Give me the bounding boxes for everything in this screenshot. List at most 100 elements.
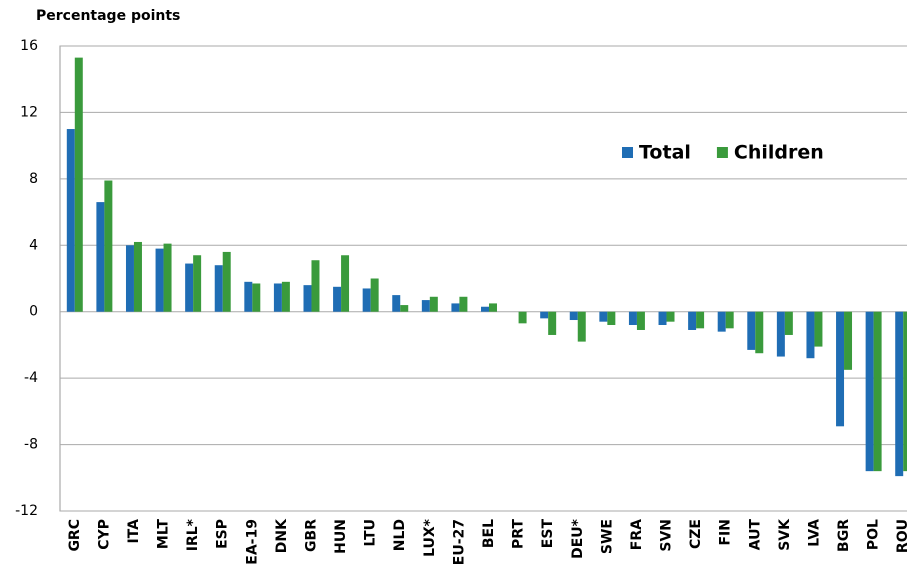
bar: [717, 311, 726, 332]
bar: [658, 311, 667, 325]
bar: [489, 303, 497, 312]
x-tick-label: GRC: [67, 519, 83, 552]
y-tick-label: 8: [29, 171, 38, 187]
bar: [865, 311, 874, 472]
bar: [155, 248, 164, 312]
bar: [836, 311, 845, 427]
bar: [628, 311, 637, 325]
x-tick-label: FRA: [629, 519, 645, 550]
x-tick-label: BEL: [481, 519, 497, 548]
x-tick-label: ESP: [215, 519, 231, 549]
x-tick-label: BGR: [836, 519, 852, 552]
x-tick-label: CYP: [96, 519, 112, 550]
x-tick-label: LTU: [363, 519, 379, 547]
x-tick-label: SVN: [659, 519, 675, 552]
bar: [333, 286, 342, 312]
x-tick-label: AUT: [747, 519, 763, 551]
x-tick-label: NLD: [392, 519, 408, 551]
bar: [784, 311, 793, 335]
bar: [873, 311, 882, 472]
bar: [341, 255, 350, 312]
bar: [725, 311, 734, 329]
y-tick-label: 16: [20, 38, 38, 54]
bar: [459, 296, 468, 312]
bar: [222, 251, 231, 312]
x-tick-label: CZE: [688, 519, 704, 549]
y-axis-label: Percentage points: [36, 8, 180, 24]
x-tick-label: EU-27: [451, 519, 467, 565]
bar: [806, 311, 815, 359]
bar: [303, 285, 312, 312]
y-tick-label: -8: [24, 437, 38, 453]
y-tick-label: -4: [24, 370, 38, 386]
bar: [548, 311, 557, 335]
bar: [451, 303, 460, 312]
bar: [125, 245, 134, 312]
bar: [281, 281, 290, 312]
bar: [66, 129, 75, 312]
bar: [392, 295, 401, 312]
bar: [104, 180, 113, 312]
x-tick-label: GBR: [303, 519, 319, 552]
x-tick-label: IRL*: [185, 518, 201, 551]
bar: [540, 311, 549, 319]
legend-label: Children: [734, 142, 824, 164]
bar: [607, 311, 616, 325]
bar: [252, 283, 261, 312]
x-tick-label: DNK: [274, 518, 290, 553]
bar: [163, 243, 172, 312]
bar: [185, 263, 194, 312]
legend-swatch: [622, 147, 633, 158]
x-tick-label: EST: [540, 519, 556, 549]
bar: [133, 241, 142, 312]
bar: [903, 311, 907, 472]
bar: [776, 311, 785, 357]
bar: [599, 311, 608, 322]
bar: [666, 311, 675, 322]
bar: [481, 306, 489, 312]
x-tick-label: ITA: [126, 519, 142, 544]
x-tick-label: POL: [866, 519, 882, 550]
bar: [311, 260, 320, 312]
bar: [74, 57, 83, 312]
bar: [844, 311, 853, 370]
y-tick-label: 12: [20, 104, 38, 120]
bar: [400, 305, 409, 312]
bar: [895, 311, 904, 477]
bar: [569, 311, 578, 321]
bar: [636, 311, 645, 330]
bar: [244, 281, 253, 312]
bar: [577, 311, 586, 342]
x-tick-label: HUN: [333, 519, 349, 554]
legend-swatch: [716, 147, 728, 158]
x-tick-label: FIN: [718, 519, 734, 546]
legend-label: Total: [639, 142, 691, 164]
x-tick-label: EA-19: [244, 519, 260, 565]
x-tick-label: DEU*: [570, 518, 586, 559]
bar: [214, 265, 223, 312]
x-tick-label: SVK: [777, 518, 793, 551]
x-tick-label: SWE: [599, 519, 615, 554]
y-tick-label: 4: [29, 237, 38, 253]
x-tick-label: LVA: [806, 519, 822, 547]
bar: [362, 288, 371, 312]
y-tick-label: -12: [15, 503, 38, 519]
bar: [518, 311, 527, 324]
bar: [429, 296, 438, 312]
x-tick-label: PRT: [511, 519, 527, 549]
bar: [273, 283, 282, 312]
bar: [696, 311, 705, 329]
bar: [755, 311, 764, 354]
bar: [370, 278, 379, 312]
x-tick-label: LUX*: [422, 518, 438, 557]
bar: [747, 311, 756, 350]
x-tick-label: MLT: [156, 519, 172, 550]
x-tick-label: ROU: [895, 519, 907, 553]
y-tick-label: 0: [29, 304, 38, 320]
bar: [688, 311, 697, 330]
bar: [814, 311, 823, 347]
bar: [421, 300, 430, 312]
bar: [96, 202, 105, 312]
bar: [193, 255, 202, 312]
